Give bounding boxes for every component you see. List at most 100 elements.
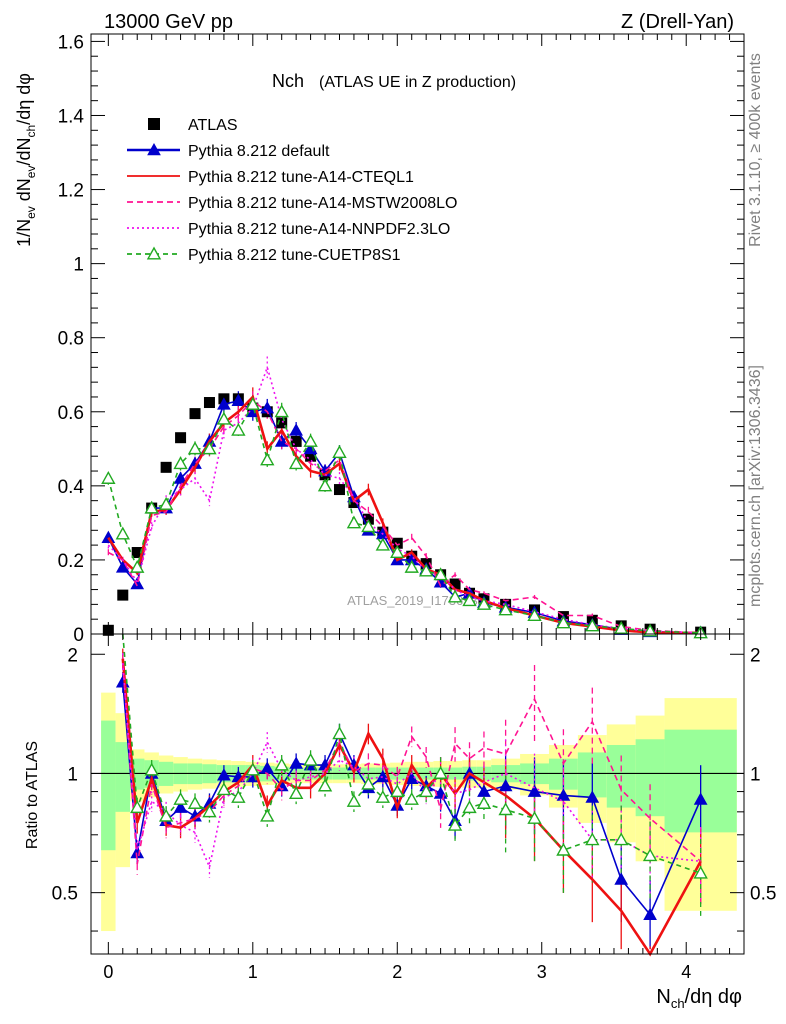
cuetp8s1-marker xyxy=(144,500,159,514)
atlas-data-point xyxy=(305,450,317,462)
atlas-data-point xyxy=(391,537,403,549)
cuetp8s1-marker xyxy=(527,608,542,621)
ratio-cuetp8s1-marker xyxy=(585,832,600,846)
ratio-series-line-1 xyxy=(121,658,702,957)
y-tick-label: 0.8 xyxy=(58,329,84,350)
cuetp8s1-marker xyxy=(498,602,513,616)
ratio-cuetp8s1-marker xyxy=(433,766,448,779)
ratio-cuetp8s1-marker xyxy=(418,784,434,798)
atlas-data-point xyxy=(175,432,187,444)
legend-marker xyxy=(147,142,161,156)
legend: ATLAS Pythia 8.212 default Pythia 8.212 tu… xyxy=(127,117,457,264)
y-tick-label: 0 xyxy=(73,625,84,646)
cuetp8s1-marker xyxy=(202,441,217,455)
ratio-default-marker xyxy=(693,792,708,805)
cuetp8s1-marker xyxy=(433,567,448,581)
ratio-cuetp8s1-marker xyxy=(274,757,289,771)
ratio-y-tick-label-right: 0.5 xyxy=(750,884,776,905)
atlas-data-point xyxy=(203,397,215,409)
atlas-data-point xyxy=(131,547,143,559)
cuetp8s1-marker xyxy=(404,559,419,573)
ratio-y-tick-label-right: 1 xyxy=(750,764,761,785)
cuetp8s1-marker xyxy=(245,396,260,410)
atlas-data-point xyxy=(333,484,345,496)
ratio-y-tick-label-right: 2 xyxy=(750,645,761,666)
ratio-cuetp8s1-marker xyxy=(476,796,492,809)
ratio-cuetp8s1-marker xyxy=(527,810,542,824)
ratio-cuetp8s1-marker xyxy=(375,789,391,803)
y-tick-label: 1.4 xyxy=(58,106,85,127)
ratio-cuetp8s1-marker xyxy=(556,842,571,856)
cuetp8s1-marker xyxy=(115,526,130,540)
header-right: Z (Drell-Yan) xyxy=(621,11,734,33)
atlas-data-point xyxy=(276,417,288,429)
cuetp8s1-marker xyxy=(361,519,376,533)
ratio-cuetp8s1-marker xyxy=(693,865,708,879)
ratio-y-axis-label: Ratio to ATLAS xyxy=(24,741,41,849)
legend-label: ATLAS xyxy=(188,117,238,134)
y-tick-label: 1.6 xyxy=(58,32,84,53)
uncertainty-band-green xyxy=(635,739,665,817)
ratio-cuetp8s1-marker xyxy=(498,802,513,816)
ratio-default-marker xyxy=(527,784,542,797)
ratio-cuetp8s1-marker xyxy=(642,848,658,862)
cuetp8s1-marker xyxy=(130,559,145,573)
ratio-cuetp8s1-marker xyxy=(144,762,159,776)
ratio-series-line-3 xyxy=(122,663,701,870)
legend-label: Pythia 8.212 tune-A14-CTEQL1 xyxy=(188,169,414,186)
x-tick-label: 3 xyxy=(537,962,547,982)
ratio-cuetp8s1-marker xyxy=(361,776,376,790)
uncertainty-band-green xyxy=(115,742,131,812)
cuetp8s1-marker xyxy=(418,563,434,577)
cuetp8s1-marker xyxy=(317,478,333,492)
ratio-cuetp8s1-marker xyxy=(346,793,362,807)
cuetp8s1-marker xyxy=(332,445,347,459)
ratio-cuetp8s1-marker xyxy=(614,832,629,846)
analysis-watermark: ATLAS_2019_I1736531 xyxy=(347,593,485,608)
cuetp8s1-marker xyxy=(556,615,571,629)
cuetp8s1-marker xyxy=(585,618,600,632)
default-marker xyxy=(101,530,116,544)
ratio-cuetp8s1-marker xyxy=(130,800,145,814)
x-tick-label: 2 xyxy=(392,962,402,982)
ratio-default-marker xyxy=(614,872,629,885)
cuetp8s1-marker xyxy=(101,471,116,484)
cuetp8s1-marker xyxy=(642,623,658,637)
series-line-4 xyxy=(107,364,701,634)
series-line-3 xyxy=(107,399,701,634)
ratio-y-tick-label: 2 xyxy=(67,645,78,666)
cuetp8s1-marker xyxy=(462,593,477,607)
ratio-default-marker xyxy=(173,800,188,813)
cuetp8s1-marker xyxy=(173,456,188,470)
x-axis-label: Nch/dη dφ xyxy=(656,986,742,1011)
ratio-cuetp8s1-marker xyxy=(187,796,203,809)
plot-subtitle: (ATLAS UE in Z production) xyxy=(319,74,516,91)
y-tick-label: 0.4 xyxy=(58,477,85,498)
ratio-cuetp8s1-marker xyxy=(462,800,477,814)
default-marker xyxy=(289,423,303,436)
y-axis-label: 1/Nev dNev/dNch/dη dφ xyxy=(14,73,38,247)
ratio-cuetp8s1-marker xyxy=(332,726,347,740)
ratio-cuetp8s1-marker xyxy=(245,762,260,776)
ratio-cuetp8s1-marker xyxy=(216,782,232,796)
atlas-data-point xyxy=(160,461,172,473)
ratio-series-line-2 xyxy=(122,663,702,865)
cuetp8s1-marker xyxy=(288,456,304,470)
ratio-cuetp8s1-marker xyxy=(231,789,246,803)
plot-title: Nch xyxy=(272,71,304,91)
ratio-panel: 0 1 2 3 4 0.5 0.5 1 1 2 2 Ratio to ATLAS Nch/dη dφ xyxy=(24,633,776,1011)
cuetp8s1-marker xyxy=(260,452,275,466)
ratio-frame xyxy=(90,633,745,955)
y-tick-label: 1.2 xyxy=(58,181,84,202)
x-tick-label: 4 xyxy=(681,962,691,982)
cuetp8s1-marker xyxy=(346,515,362,529)
cuetp8s1-marker xyxy=(187,441,203,455)
default-marker xyxy=(231,393,246,406)
ratio-cuetp8s1-marker xyxy=(447,817,463,831)
legend-label: Pythia 8.212 tune-A14-MSTW2008LO xyxy=(188,195,457,212)
header-left: 13000 GeV pp xyxy=(104,11,233,33)
cuetp8s1-marker xyxy=(303,433,318,447)
ratio-default-marker xyxy=(585,790,600,803)
ratio-cuetp8s1-marker xyxy=(260,808,275,822)
